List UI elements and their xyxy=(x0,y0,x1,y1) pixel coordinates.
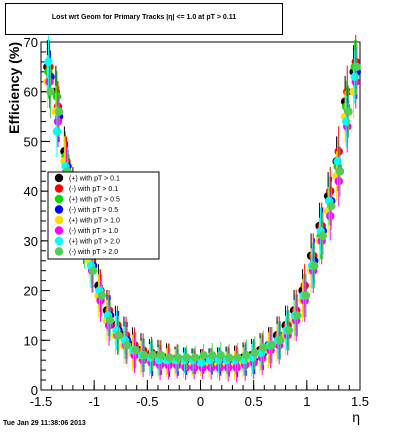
y-tick-label: 50 xyxy=(24,134,38,149)
data-point xyxy=(45,77,54,86)
y-tick-label: 60 xyxy=(24,85,38,100)
legend-entry: (+) with pT > 1.0 xyxy=(69,218,120,225)
data-point xyxy=(333,157,342,166)
data-point xyxy=(334,177,343,186)
y-tick-label: 20 xyxy=(24,284,38,299)
legend-entry: (+) with pT > 0.5 xyxy=(69,197,120,204)
data-point xyxy=(139,351,149,360)
data-point xyxy=(190,353,200,362)
y-tick-label: 70 xyxy=(24,35,38,50)
data-point xyxy=(352,62,362,72)
x-tick-label: -0.5 xyxy=(136,394,158,409)
data-point xyxy=(131,346,140,355)
data-point xyxy=(148,351,157,360)
x-tick-label: -1 xyxy=(88,394,100,409)
data-point xyxy=(326,211,335,221)
data-point xyxy=(225,353,234,362)
data-point xyxy=(88,266,98,275)
legend-box xyxy=(47,171,160,260)
data-point xyxy=(284,326,293,335)
legend-entry: (+) with pT > 2.0 xyxy=(69,239,120,246)
y-tick-label: 10 xyxy=(24,333,38,348)
data-point xyxy=(165,353,174,362)
legend-marker xyxy=(54,215,64,225)
data-point xyxy=(52,127,62,136)
x-axis-label: η xyxy=(352,409,360,425)
data-point xyxy=(301,291,310,300)
data-point xyxy=(53,117,63,126)
data-point xyxy=(156,351,166,360)
legend-entry: (-) with pT > 2.0 xyxy=(69,249,118,256)
footer-timestamp: Tue Jan 29 11:38:06 2013 xyxy=(3,420,86,427)
data-point xyxy=(233,353,242,362)
y-tick-label: 0 xyxy=(31,383,38,398)
data-point xyxy=(54,107,64,116)
data-point xyxy=(215,363,224,372)
legend-entry: (-) with pT > 0.5 xyxy=(69,207,118,214)
x-tick-label: 0.5 xyxy=(245,394,263,409)
x-tick-label: 0 xyxy=(197,394,204,409)
data-point xyxy=(276,336,285,345)
legend-marker xyxy=(54,205,64,214)
data-point xyxy=(344,107,353,116)
y-axis-label: Efficiency (%) xyxy=(6,42,22,134)
data-point xyxy=(310,261,319,270)
y-tick-label: 40 xyxy=(24,184,38,199)
legend-entry: (+) with pT > 0.1 xyxy=(69,176,120,183)
legend-marker xyxy=(54,173,64,183)
legend: (+) with pT > 0.1 (-) with pT > 0.1 (+) wi… xyxy=(47,171,160,260)
x-tick-label: 1.5 xyxy=(351,394,369,409)
data-point xyxy=(207,351,217,360)
legend-marker xyxy=(54,247,64,256)
data-point xyxy=(114,331,123,340)
data-point xyxy=(199,351,208,360)
data-point xyxy=(122,341,132,350)
chart-title-box: Lost wrt Geom for Primary Tracks |η| <= … xyxy=(5,3,283,35)
legend-marker xyxy=(54,226,64,235)
data-point xyxy=(181,363,190,372)
data-point xyxy=(44,57,53,67)
data-point xyxy=(350,72,359,82)
data-point xyxy=(327,201,336,211)
data-point xyxy=(173,353,183,362)
data-point xyxy=(189,363,199,372)
x-tick-label: -1.5 xyxy=(30,394,52,409)
data-point xyxy=(97,291,106,300)
x-tick-label: 1 xyxy=(303,394,310,409)
legend-marker xyxy=(54,184,64,193)
legend-marker xyxy=(54,236,64,246)
data-point xyxy=(182,353,191,362)
data-point xyxy=(242,351,251,360)
data-point xyxy=(206,363,216,372)
data-point xyxy=(334,147,343,156)
chart-title: Lost wrt Geom for Primary Tracks |η| <= … xyxy=(51,14,237,21)
data-point xyxy=(250,348,259,357)
y-tick-label: 30 xyxy=(24,234,38,249)
data-point xyxy=(223,363,233,372)
legend-entry: (-) with pT > 0.1 xyxy=(69,186,118,193)
data-point xyxy=(318,231,327,241)
axes: -1.5 -1 -0.5 0 0.5 1 1.5 0 10 20 30 40 50 60 70 xyxy=(24,35,370,409)
legend-entry: (-) with pT > 1.0 xyxy=(69,228,118,235)
data-point xyxy=(46,87,55,96)
data-point xyxy=(216,351,225,360)
data-point xyxy=(267,341,276,350)
data-point xyxy=(105,316,115,325)
data-point xyxy=(232,363,241,372)
data-point xyxy=(335,167,344,176)
legend-marker xyxy=(54,194,64,204)
data-point xyxy=(341,117,351,126)
data-point xyxy=(259,343,268,352)
data-point xyxy=(293,311,302,320)
